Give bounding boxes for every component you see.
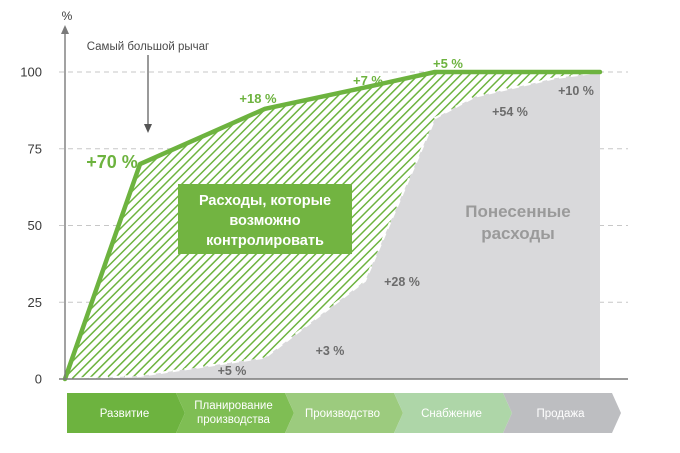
controllable-costs-box — [178, 184, 352, 254]
incurred-increment-4: +54 % — [492, 105, 528, 119]
stage-label-3: Производство — [305, 408, 380, 420]
stage-label-1: Развитие — [100, 408, 149, 420]
stage-label-5: Продажа — [537, 408, 586, 420]
controllable-costs-line — [62, 69, 603, 382]
controllable-costs-label-line-3: контролировать — [206, 233, 324, 249]
y-axis-arrow-icon — [61, 25, 69, 34]
controllable-costs-label-line-1: Расходы, которые — [199, 193, 331, 209]
stage-chevron-4[interactable] — [394, 393, 512, 433]
y-tick-label-50: 50 — [28, 218, 42, 233]
stage-chevron-5[interactable] — [503, 393, 621, 433]
controllable-increment-3: +7 % — [353, 73, 383, 88]
y-tick-label-0: 0 — [35, 372, 42, 387]
stage-label-2-line-1: Планирование — [194, 400, 272, 412]
stage-label-4: Снабжение — [421, 408, 482, 420]
incurred-increment-2: +3 % — [316, 344, 345, 358]
y-tick-label-25: 25 — [28, 295, 42, 310]
stage-chevron-3[interactable] — [285, 393, 403, 433]
stage-chevron-2[interactable] — [176, 393, 294, 433]
y-tick-label-75: 75 — [28, 141, 42, 156]
lever-annotation: Самый большой рычаг — [87, 41, 210, 53]
incurred-costs-area — [65, 72, 600, 379]
incurred-increment-1: +5 % — [218, 364, 247, 378]
y-axis-unit-label: % — [62, 9, 73, 23]
incurred-increment-5: +10 % — [558, 84, 594, 98]
controllable-increment-2: +18 % — [239, 91, 277, 106]
controllable-increment-1: +70 % — [86, 152, 138, 172]
incurred-increment-3: +28 % — [384, 275, 420, 289]
lever-arrow-icon — [144, 124, 152, 133]
incurred-costs-line — [64, 70, 601, 381]
controllable-costs-label-line-2: возможно — [229, 213, 300, 229]
controllable-increment-4: +5 % — [433, 56, 463, 71]
stage-chevron-1[interactable] — [67, 393, 185, 433]
incurred-costs-label-line-2: расходы — [481, 224, 555, 243]
y-tick-label-100: 100 — [20, 65, 42, 80]
stage-label-2-line-2: производства — [197, 414, 271, 426]
incurred-costs-label-line-1: Понесенные — [465, 202, 571, 221]
